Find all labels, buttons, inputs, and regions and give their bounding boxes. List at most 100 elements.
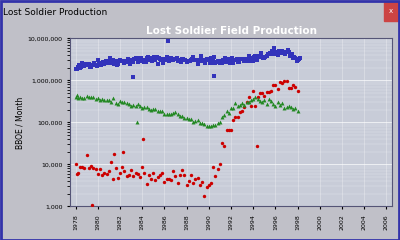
Gas — [154, 175, 161, 179]
Water — [149, 59, 155, 63]
Oil — [188, 117, 194, 121]
Water — [280, 50, 286, 54]
Gas — [252, 104, 259, 108]
Gas — [212, 174, 219, 178]
Gas — [254, 95, 261, 99]
Water — [167, 58, 173, 62]
Water — [182, 58, 189, 62]
Gas — [221, 144, 228, 148]
Water — [218, 59, 224, 62]
Water — [96, 61, 102, 65]
Water — [157, 57, 163, 61]
Oil — [97, 98, 103, 102]
Water — [193, 59, 200, 62]
Oil — [148, 108, 154, 111]
Water — [287, 54, 293, 58]
Water — [114, 62, 121, 66]
Gas — [186, 179, 192, 183]
Gas — [140, 137, 146, 141]
Gas — [237, 110, 243, 114]
Water — [116, 59, 122, 63]
Oil — [168, 112, 174, 115]
Gas — [146, 173, 152, 177]
Oil — [223, 109, 230, 113]
Oil — [226, 111, 232, 115]
Water — [270, 52, 276, 56]
Oil — [74, 93, 80, 97]
Oil — [250, 97, 256, 101]
Oil — [183, 116, 190, 120]
Oil — [132, 104, 139, 108]
Oil — [108, 100, 114, 104]
Bar — [384, 2, 398, 20]
Water — [140, 58, 146, 62]
Oil — [172, 110, 179, 114]
Gas — [181, 173, 188, 177]
Water — [171, 57, 178, 60]
Water — [130, 75, 136, 79]
Oil — [90, 95, 96, 99]
Gas — [170, 169, 176, 173]
Gas — [74, 172, 80, 176]
Water — [90, 63, 96, 67]
Water — [109, 61, 115, 65]
Water — [279, 49, 285, 53]
Oil — [292, 106, 298, 110]
Gas — [226, 128, 232, 132]
Water — [127, 62, 133, 66]
Gas — [111, 152, 118, 156]
Water — [241, 59, 248, 63]
Gas — [214, 167, 221, 171]
Gas — [272, 84, 279, 87]
Oil — [134, 120, 140, 124]
Water — [87, 66, 93, 69]
Oil — [134, 102, 141, 106]
Gas — [203, 185, 210, 189]
Water — [161, 58, 168, 61]
Water — [82, 62, 89, 66]
Water — [154, 62, 161, 66]
Oil — [92, 97, 99, 101]
Text: x: x — [389, 8, 393, 14]
Water — [118, 59, 124, 63]
Oil — [152, 107, 159, 111]
Water — [202, 61, 209, 65]
Oil — [232, 101, 239, 105]
Water — [151, 55, 158, 59]
Water — [163, 55, 170, 59]
Water — [141, 60, 148, 64]
Gas — [110, 177, 116, 181]
Water — [258, 52, 264, 55]
Gas — [166, 177, 172, 181]
Oil — [266, 97, 272, 101]
Gas — [279, 82, 285, 85]
Gas — [88, 165, 94, 168]
Gas — [174, 181, 181, 185]
Water — [219, 61, 225, 65]
Oil — [79, 96, 86, 100]
Water — [211, 55, 218, 59]
Oil — [199, 121, 205, 125]
Gas — [197, 183, 203, 187]
Water — [294, 58, 301, 62]
Water — [194, 62, 201, 66]
Water — [174, 59, 181, 63]
Water — [179, 57, 185, 61]
Gas — [150, 171, 156, 175]
Water — [183, 60, 190, 64]
Oil — [177, 114, 183, 118]
Water — [159, 57, 165, 61]
Water — [94, 58, 101, 62]
Oil — [86, 95, 92, 99]
Oil — [186, 117, 192, 121]
Oil — [286, 104, 292, 108]
Oil — [281, 106, 288, 109]
Water — [139, 59, 145, 63]
Oil — [234, 104, 241, 108]
Water — [119, 59, 125, 63]
Water — [262, 55, 269, 59]
Oil — [246, 100, 252, 104]
Water — [142, 60, 149, 64]
Water — [271, 46, 278, 50]
Gas — [183, 183, 190, 187]
